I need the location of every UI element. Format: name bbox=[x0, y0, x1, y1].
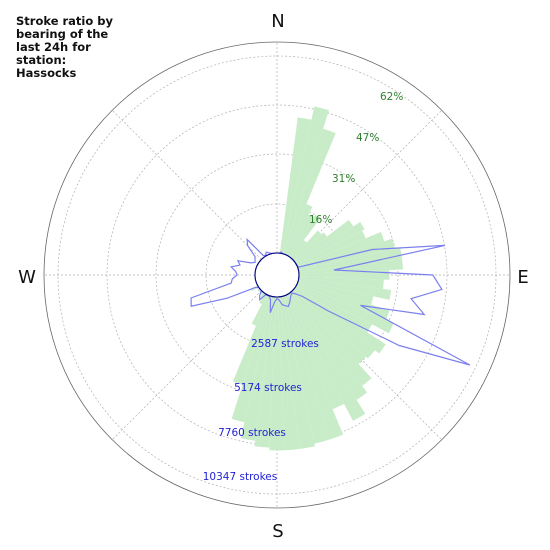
compass-label-w: W bbox=[18, 267, 36, 288]
ratio-bar-135 bbox=[291, 289, 366, 364]
ratio-bar-75 bbox=[297, 238, 395, 271]
ratio-bar-170 bbox=[279, 296, 315, 449]
ratio-label-47: 47% bbox=[356, 132, 379, 144]
count-label-10347: 10347 strokes bbox=[203, 471, 277, 483]
ratio-bar-185 bbox=[254, 296, 277, 448]
ratio-bar-105 bbox=[297, 279, 374, 305]
ratio-bar-15 bbox=[281, 106, 329, 255]
count-label-5174: 5174 strokes bbox=[234, 382, 302, 394]
ratio-bar-40 bbox=[290, 240, 307, 259]
compass-label-s: S bbox=[272, 521, 283, 542]
ratio-label-16: 16% bbox=[309, 214, 332, 226]
ratio-bar-10 bbox=[279, 117, 312, 254]
ratio-bar-190 bbox=[240, 296, 275, 441]
spoke-315 bbox=[111, 109, 262, 260]
title-line-2: bearing of the bbox=[16, 27, 108, 41]
ratio-bar-30 bbox=[287, 214, 314, 257]
ratio-bar-45 bbox=[291, 230, 322, 261]
ratio-label-31: 31% bbox=[332, 173, 355, 185]
ratio-bar-195 bbox=[231, 295, 273, 423]
ratio-bar-180 bbox=[269, 296, 285, 451]
center-circle bbox=[254, 252, 300, 298]
chart-title: Stroke ratio by bearing of the last 24h … bbox=[16, 14, 114, 80]
compass-label-e: E bbox=[517, 267, 528, 288]
ratio-bar-110 bbox=[297, 281, 390, 321]
ratio-bar-100 bbox=[298, 277, 392, 300]
ratio-bar-165 bbox=[281, 295, 329, 444]
ratio-bar-200 bbox=[232, 295, 271, 385]
ratio-bar-175 bbox=[277, 296, 300, 451]
ratio-bar-115 bbox=[296, 283, 394, 334]
ratio-bar-150 bbox=[287, 293, 366, 421]
count-label-7760: 7760 strokes bbox=[218, 427, 286, 439]
ratio-bar-50 bbox=[293, 232, 328, 262]
spoke-45 bbox=[292, 109, 443, 260]
ratio-bar-55 bbox=[294, 219, 354, 264]
axis-labels: N E S W 16% 31% 47% 62% 2587 strokes 517… bbox=[18, 11, 529, 542]
ratio-bar-95 bbox=[298, 275, 384, 289]
ratio-bar-210 bbox=[259, 293, 267, 305]
ratio-bars bbox=[231, 106, 404, 451]
compass-label-n: N bbox=[271, 11, 284, 32]
count-label-2587: 2587 strokes bbox=[251, 338, 319, 350]
ratio-bar-90 bbox=[298, 270, 390, 280]
ratio-bar-130 bbox=[293, 288, 375, 359]
spoke-225 bbox=[111, 290, 262, 441]
ratio-bar-20 bbox=[283, 128, 336, 255]
spoke-135 bbox=[292, 290, 443, 441]
ratio-label-62: 62% bbox=[380, 91, 403, 103]
ratio-bar-70 bbox=[297, 231, 385, 269]
ratio-bar-60 bbox=[295, 221, 365, 265]
ratio-bar-160 bbox=[283, 295, 344, 440]
ratio-bar-145 bbox=[288, 292, 368, 400]
ratio-bar-215 bbox=[260, 292, 266, 299]
ratio-bar-65 bbox=[296, 230, 366, 267]
ratio-bar-140 bbox=[290, 291, 372, 386]
title-line-1: Stroke ratio by bbox=[16, 14, 114, 28]
center-ring bbox=[254, 252, 300, 298]
title-line-3: last 24h for bbox=[16, 40, 91, 54]
ratio-bar-35 bbox=[288, 214, 321, 258]
ratio-bar-205 bbox=[251, 294, 269, 326]
ratio-bar-25 bbox=[285, 204, 313, 256]
title-line-4: station: bbox=[16, 53, 66, 67]
ratio-bar-80 bbox=[298, 247, 403, 273]
ratio-bar-155 bbox=[285, 294, 345, 410]
ratio-bar-125 bbox=[294, 286, 386, 354]
ratio-bar-120 bbox=[295, 285, 372, 333]
outer-ring bbox=[43, 41, 511, 509]
title-line-5: Hassocks bbox=[16, 66, 76, 80]
